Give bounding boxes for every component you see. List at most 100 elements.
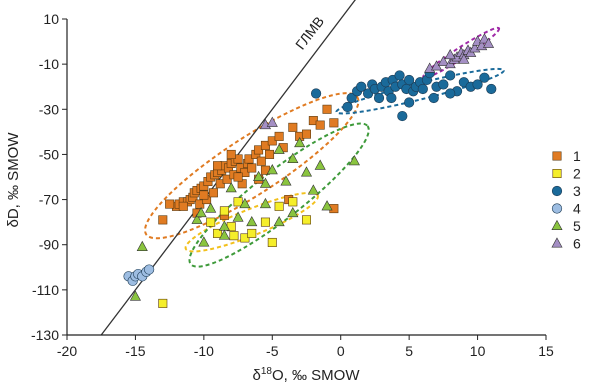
x-tick-label: -20	[57, 343, 77, 359]
legend-marker-1	[552, 151, 562, 161]
point-series-1	[244, 154, 254, 164]
point-series-2	[288, 197, 298, 207]
point-series-5	[246, 215, 258, 227]
y-tick-label: -50	[39, 146, 59, 162]
point-series-5	[225, 182, 237, 193]
point-series-5	[191, 213, 203, 224]
point-series-2	[213, 228, 223, 238]
y-tick-label: -130	[31, 327, 59, 343]
point-series-1	[226, 149, 236, 159]
point-series-1	[308, 116, 318, 126]
point-series-3	[356, 81, 367, 92]
point-series-5	[294, 136, 306, 148]
point-series-1	[265, 149, 275, 159]
point-series-1	[254, 145, 264, 155]
y-axis-title: δD, ‰ SMOW	[5, 132, 22, 228]
point-series-3	[373, 92, 385, 104]
legend-marker-4	[551, 203, 563, 214]
legend-label-3: 3	[573, 183, 581, 199]
point-series-1	[322, 104, 332, 114]
legend: 1 23 45 6	[551, 148, 581, 252]
point-series-2	[206, 217, 216, 227]
point-series-1	[199, 190, 209, 200]
point-series-3	[472, 79, 483, 90]
axes: -20 -15 -10 -5 0 5 10 1510-10-30-50-70-90-110-1…	[31, 11, 554, 359]
legend-marker-2	[552, 169, 562, 179]
point-series-2	[240, 233, 250, 243]
point-series-1	[178, 201, 188, 211]
ellipse-series-5	[188, 122, 370, 268]
series-2	[158, 197, 311, 308]
series-5	[129, 136, 360, 301]
point-series-5	[273, 143, 285, 154]
point-series-4	[144, 264, 155, 275]
point-series-1	[208, 188, 218, 198]
ellipse-series-1	[144, 92, 360, 240]
point-series-2	[274, 201, 284, 211]
point-series-1	[301, 129, 311, 139]
point-series-3	[428, 92, 439, 104]
point-series-1	[222, 174, 232, 184]
point-series-1	[240, 167, 250, 177]
ellipse-series-2	[184, 191, 319, 253]
legend-marker-6	[551, 237, 563, 248]
series-3	[310, 68, 497, 122]
point-series-6	[266, 116, 278, 127]
point-series-5	[300, 166, 313, 177]
point-series-5	[136, 240, 148, 251]
point-series-2	[219, 206, 229, 216]
point-series-5	[348, 155, 360, 166]
point-series-1	[213, 161, 223, 171]
series-6	[259, 33, 495, 130]
point-series-5	[195, 206, 207, 218]
y-tick-label: -90	[39, 237, 59, 253]
point-series-2	[267, 237, 277, 247]
legend-label-6: 6	[573, 236, 581, 252]
legend-label-4: 4	[573, 201, 581, 217]
point-series-3	[397, 110, 408, 122]
legend-label-1: 1	[573, 148, 581, 164]
point-series-5	[259, 177, 271, 188]
series-1	[158, 104, 339, 225]
point-series-1	[215, 179, 225, 189]
point-series-5	[239, 197, 251, 209]
x-tick-label: -15	[125, 343, 145, 359]
legend-label-2: 2	[573, 166, 581, 182]
point-series-1	[233, 154, 243, 164]
point-series-1	[315, 120, 325, 130]
point-series-1	[329, 118, 339, 128]
point-series-5	[273, 215, 285, 227]
point-series-6	[482, 37, 495, 48]
point-series-1	[165, 199, 175, 209]
point-series-3	[486, 83, 497, 95]
point-series-3	[346, 92, 357, 104]
x-tick-label: -5	[266, 343, 279, 359]
point-series-1	[288, 122, 298, 132]
point-series-3	[438, 79, 449, 90]
legend-marker-5	[551, 219, 563, 230]
y-tick-label: 10	[43, 11, 59, 27]
point-series-2	[229, 231, 239, 241]
point-series-3	[479, 72, 490, 83]
point-series-1	[195, 199, 205, 209]
data-points	[123, 33, 497, 308]
point-series-1	[247, 163, 257, 173]
y-tick-label: -70	[39, 192, 59, 208]
point-series-5	[232, 211, 244, 222]
series-4	[123, 264, 155, 286]
x-tick-label: 0	[337, 343, 345, 359]
point-series-5	[198, 236, 210, 247]
point-series-2	[247, 228, 257, 238]
point-series-1	[274, 131, 284, 141]
point-series-1	[233, 172, 243, 182]
point-series-5	[253, 170, 265, 181]
legend-marker-3	[551, 185, 563, 197]
point-series-5	[307, 184, 319, 195]
point-series-3	[404, 74, 415, 86]
point-series-1	[256, 156, 266, 166]
point-series-1	[267, 136, 277, 146]
x-tick-label: 5	[405, 343, 413, 359]
x-tick-label: -10	[194, 343, 214, 359]
point-series-5	[287, 152, 299, 163]
